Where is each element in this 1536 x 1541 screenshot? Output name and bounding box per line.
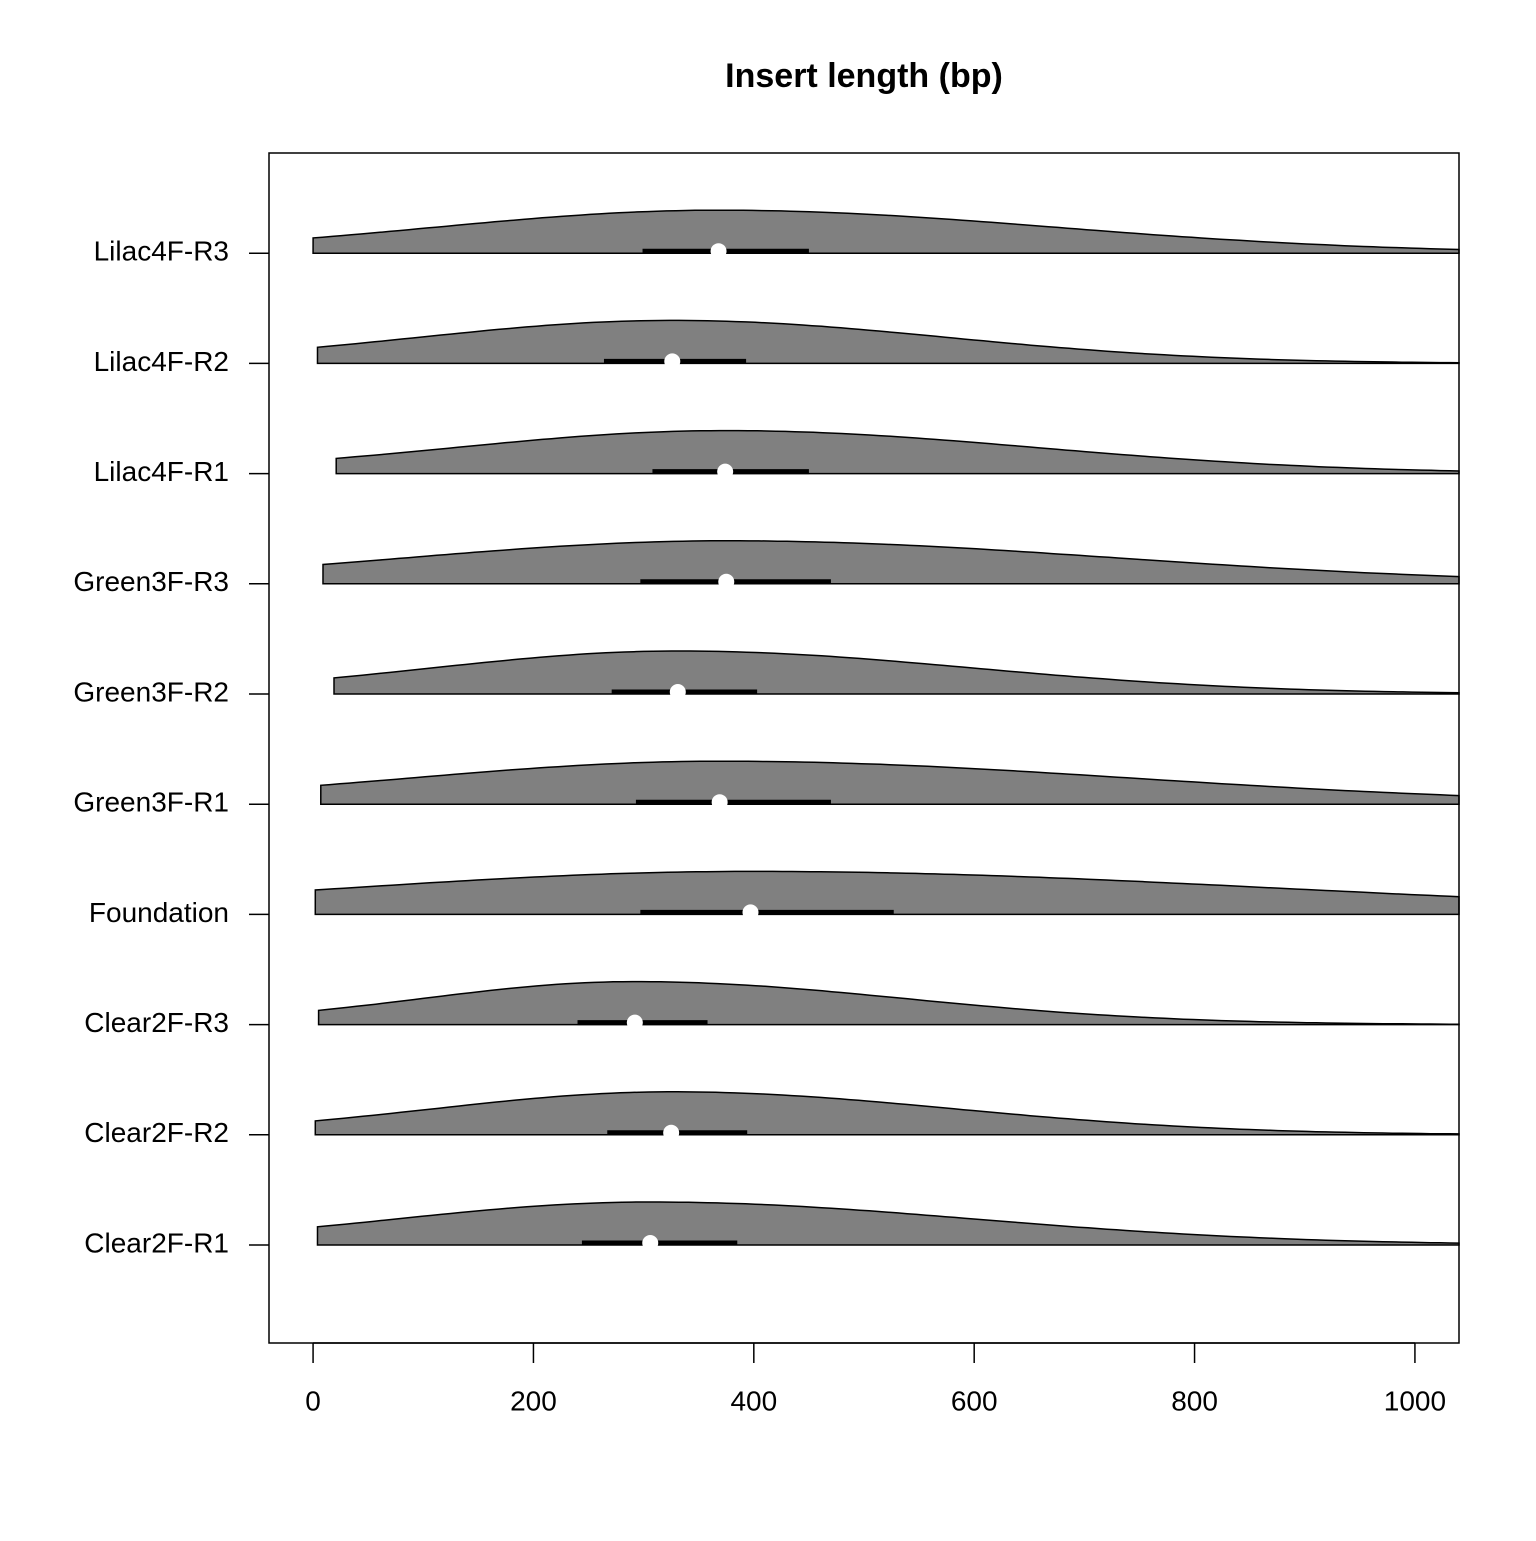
median-dot (710, 243, 727, 260)
median-dot (711, 794, 728, 811)
y-tick-label: Green3F-R3 (73, 566, 229, 597)
median-dot (718, 573, 735, 590)
y-tick-label: Foundation (89, 897, 229, 928)
median-dot (664, 353, 681, 370)
x-tick-label: 1000 (1384, 1385, 1446, 1416)
bean (316, 1201, 1460, 1246)
y-tick-label: Clear2F-R1 (84, 1227, 229, 1258)
x-tick-label: 400 (730, 1385, 777, 1416)
median-dot (669, 684, 686, 700)
y-tick-label: Clear2F-R3 (84, 1007, 229, 1038)
bean (314, 870, 1460, 916)
bean (312, 209, 1460, 254)
x-tick-label: 600 (951, 1385, 998, 1416)
median-dot (642, 1235, 659, 1251)
bean (314, 1091, 1460, 1136)
bean (322, 540, 1460, 585)
median-dot (663, 1124, 680, 1141)
bean (316, 319, 1460, 365)
bean (317, 980, 1460, 1026)
y-tick-label: Green3F-R1 (73, 787, 229, 818)
y-tick-label: Lilac4F-R3 (94, 236, 229, 267)
chart-title: Insert length (bp) (725, 57, 1003, 95)
median-dot (717, 463, 734, 480)
y-tick-label: Lilac4F-R1 (94, 456, 229, 487)
y-tick-label: Green3F-R2 (73, 676, 229, 707)
x-tick-label: 800 (1171, 1385, 1218, 1416)
bean (333, 650, 1460, 695)
y-tick-label: Lilac4F-R2 (94, 346, 229, 377)
median-dot (742, 904, 759, 921)
bean (320, 760, 1460, 805)
x-tick-label: 0 (305, 1385, 321, 1416)
bean (335, 429, 1460, 475)
median-dot (626, 1014, 643, 1031)
y-tick-label: Clear2F-R2 (84, 1117, 229, 1148)
x-tick-label: 200 (510, 1385, 557, 1416)
